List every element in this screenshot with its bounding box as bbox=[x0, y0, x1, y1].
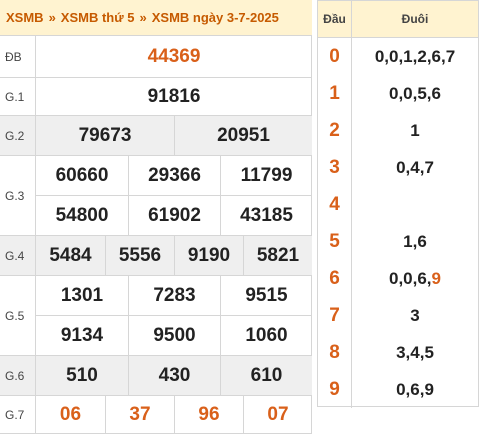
prize-number: 91816 bbox=[147, 85, 201, 107]
loto-tails: 1,6 bbox=[403, 231, 427, 251]
prize-number: 7283 bbox=[128, 276, 220, 315]
prize-number: 9190 bbox=[174, 236, 243, 275]
loto-row: 7 3 bbox=[318, 297, 478, 334]
prize-label: G.6 bbox=[0, 356, 36, 395]
loto-head: 0 bbox=[318, 38, 352, 75]
prize-number: 37 bbox=[105, 396, 174, 434]
results-table: XSMB » XSMB thứ 5 » XSMB ngày 3-7-2025 Đ… bbox=[0, 0, 312, 434]
loto-tails: 1 bbox=[410, 120, 420, 140]
loto-tails-text: 0,0,6, bbox=[388, 268, 432, 288]
prize-number: 43185 bbox=[220, 195, 312, 235]
prize-row-g3: G.3 60660 29366 11799 54800 61902 43185 bbox=[0, 156, 312, 236]
loto-head: 3 bbox=[318, 149, 352, 186]
loto-head: 5 bbox=[318, 223, 352, 260]
prize-row-db: ĐB 44369 bbox=[0, 36, 312, 78]
prize-row-g1: G.1 91816 bbox=[0, 78, 312, 116]
loto-tails bbox=[352, 186, 478, 223]
breadcrumb: XSMB » XSMB thứ 5 » XSMB ngày 3-7-2025 bbox=[0, 0, 312, 36]
prize-label: G.5 bbox=[0, 276, 36, 355]
prize-row-g2: G.2 79673 20951 bbox=[0, 116, 312, 156]
loto-row: 9 0,6,9 bbox=[318, 371, 478, 408]
loto-tails: 3,4,5 bbox=[396, 342, 434, 362]
prize-label: G.4 bbox=[0, 236, 36, 275]
loto-row: 3 0,4,7 bbox=[318, 149, 478, 186]
head-column-label: Đầu bbox=[318, 1, 352, 37]
prize-number: 11799 bbox=[220, 156, 312, 195]
loto-tails: 0,6,9 bbox=[396, 379, 434, 399]
loto-head: 1 bbox=[318, 75, 352, 112]
prize-number: 20951 bbox=[174, 116, 312, 155]
prize-number: 9515 bbox=[220, 276, 312, 315]
prize-number: 44369 bbox=[147, 45, 201, 67]
prize-number: 54800 bbox=[36, 195, 128, 235]
prize-row-g4: G.4 5484 5556 9190 5821 bbox=[0, 236, 312, 276]
prize-row-g5: G.5 1301 7283 9515 9134 9500 1060 bbox=[0, 276, 312, 356]
loto-head: 7 bbox=[318, 297, 352, 334]
prize-number: 5821 bbox=[243, 236, 312, 275]
prize-number: 510 bbox=[66, 364, 98, 386]
prize-number: 9134 bbox=[36, 315, 128, 355]
prize-number: 29366 bbox=[128, 156, 220, 195]
prize-number: 96 bbox=[174, 396, 243, 434]
breadcrumb-separator: » bbox=[139, 10, 147, 25]
breadcrumb-xsmb-date[interactable]: XSMB ngày 3-7-2025 bbox=[151, 10, 279, 25]
prize-number: 5556 bbox=[105, 236, 174, 275]
loto-row: 4 bbox=[318, 186, 478, 223]
prize-number: 1301 bbox=[60, 284, 104, 306]
prize-number: 07 bbox=[243, 396, 312, 434]
prize-number: 61902 bbox=[128, 195, 220, 235]
prize-number: 9500 bbox=[128, 315, 220, 355]
prize-label: G.2 bbox=[0, 116, 36, 155]
loto-head: 4 bbox=[318, 186, 352, 223]
breadcrumb-xsmb-thu-5[interactable]: XSMB thứ 5 bbox=[60, 10, 135, 25]
loto-row: 6 0,0,6, 9 bbox=[318, 260, 478, 297]
loto-tails: 0,0,1,2,6,7 bbox=[374, 46, 456, 66]
loto-table: Đầu Đuôi 0 0,0,1,2,6,7 1 0,0,5,6 2 1 3 0… bbox=[317, 0, 479, 408]
prize-label: G.3 bbox=[0, 156, 36, 235]
loto-row: 5 1,6 bbox=[318, 223, 478, 260]
prize-row-g7: G.7 06 37 96 07 bbox=[0, 396, 312, 434]
prize-number: 430 bbox=[128, 356, 220, 395]
loto-head: 6 bbox=[318, 260, 352, 297]
breadcrumb-xsmb[interactable]: XSMB bbox=[6, 10, 44, 25]
loto-header: Đầu Đuôi bbox=[318, 1, 478, 38]
loto-row: 8 3,4,5 bbox=[318, 334, 478, 371]
loto-row: 2 1 bbox=[318, 112, 478, 149]
loto-tails: 0,4,7 bbox=[396, 157, 434, 177]
prize-number: 79673 bbox=[78, 124, 132, 146]
prize-number: 06 bbox=[59, 404, 82, 425]
loto-tails: 0,0,5,6 bbox=[389, 83, 441, 103]
breadcrumb-separator: » bbox=[48, 10, 56, 25]
prize-number: 60660 bbox=[55, 164, 109, 186]
loto-row: 1 0,0,5,6 bbox=[318, 75, 478, 112]
prize-number: 5484 bbox=[49, 244, 92, 266]
loto-tail-highlight: 9 bbox=[431, 268, 441, 288]
prize-number: 610 bbox=[220, 356, 312, 395]
loto-head: 9 bbox=[318, 371, 352, 408]
loto-row: 0 0,0,1,2,6,7 bbox=[318, 38, 478, 75]
loto-tails: 0,0,6, 9 bbox=[352, 260, 478, 297]
prize-label: G.1 bbox=[0, 78, 36, 115]
tail-column-label: Đuôi bbox=[401, 12, 429, 26]
loto-head: 8 bbox=[318, 334, 352, 371]
prize-label: G.7 bbox=[0, 396, 36, 434]
loto-head: 2 bbox=[318, 112, 352, 149]
loto-tails: 3 bbox=[410, 305, 420, 325]
prize-row-g6: G.6 510 430 610 bbox=[0, 356, 312, 396]
prize-label: ĐB bbox=[0, 36, 36, 77]
prize-number: 1060 bbox=[220, 315, 312, 355]
